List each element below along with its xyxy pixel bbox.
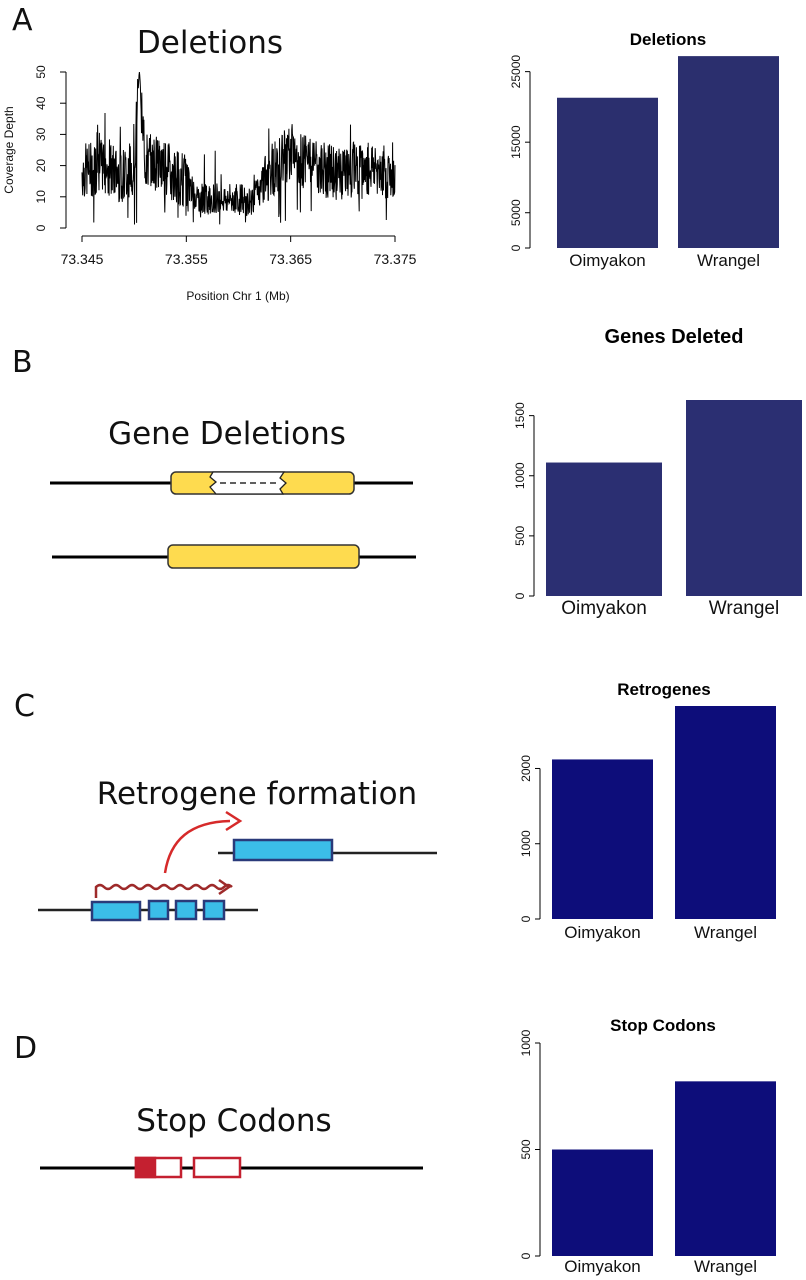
bar-category-label: Oimyakon: [569, 251, 646, 270]
coverage-ytick-label: 10: [34, 190, 48, 204]
coverage-ytick-label: 40: [34, 96, 48, 110]
transcript-arrowhead: [218, 878, 232, 896]
exon-4: [202, 899, 226, 921]
bar-category-label: Wrangel: [694, 923, 757, 942]
bar-ytick-label: 1000: [519, 830, 533, 857]
downstream-exon: [192, 1156, 242, 1179]
exon-3: [174, 899, 198, 921]
bar-wrangel: [686, 400, 802, 596]
coverage-xtick-label: 73.355: [165, 251, 208, 267]
bar-category-label: Oimyakon: [564, 923, 641, 942]
bar-chart-title: Stop Codons: [610, 1016, 716, 1035]
retrogene-box: [232, 838, 334, 862]
coverage-xtick-label: 73.345: [61, 251, 104, 267]
panel-b-title: Gene Deletions: [108, 416, 346, 452]
bar-oimyakon: [552, 759, 653, 919]
bar-ytick-label: 1000: [513, 462, 527, 489]
bar-ytick-label: 0: [513, 592, 527, 599]
coverage-line-chart: Deletions 0 10 20 30 40 50 73.345 73.355 73.365 7…: [2, 25, 417, 303]
deletions-bar-chart: Deletions 0 5000 15000 25000 Oimyakon Wrangel: [509, 30, 779, 270]
stop-codons-bar-chart: Stop Codons 0 500 1000 Oimyakon Wrangel: [519, 1016, 776, 1276]
panel-c-title: Retrogene formation: [97, 776, 417, 812]
transposition-arrowhead: [225, 810, 243, 832]
panel-letter-b: B: [12, 345, 33, 380]
stop-codon-marker: [134, 1156, 157, 1179]
intact-gene-box: [167, 544, 360, 569]
bar-oimyakon: [552, 1149, 653, 1256]
bar-category-label: Wrangel: [694, 1257, 757, 1276]
bar-category-label: Wrangel: [697, 251, 760, 270]
bar-ytick-label: 0: [519, 915, 533, 922]
bar-ytick-label: 2000: [519, 755, 533, 782]
bar-ytick-label: 5000: [509, 199, 523, 226]
deleted-region: [209, 471, 287, 495]
bar-wrangel: [675, 1081, 776, 1256]
bar-ytick-label: 1500: [513, 402, 527, 429]
genes-deleted-bar-chart: Genes Deleted 0 500 1000 1500 Oimyakon Wrangel: [513, 326, 802, 619]
retrogenes-bar-chart: Retrogenes 0 1000 2000 Oimyakon Wrangel: [519, 680, 776, 942]
coverage-xlabel: Position Chr 1 (Mb): [186, 289, 289, 303]
gene-deletion-diagram: Gene Deletions: [50, 416, 416, 569]
bar-ytick-label: 1000: [519, 1029, 533, 1056]
bar-wrangel: [675, 706, 776, 919]
bar-chart-title: Deletions: [630, 30, 707, 49]
bar-chart-title: Genes Deleted: [605, 326, 744, 348]
bar-category-label: Oimyakon: [561, 598, 647, 619]
coverage-ytick-label: 0: [34, 224, 48, 231]
bar-oimyakon: [546, 462, 662, 596]
bar-ytick-label: 25000: [509, 55, 523, 89]
coverage-ytick-label: 50: [34, 65, 48, 79]
retrogene-diagram: Retrogene formation: [38, 776, 437, 922]
coverage-ytick-label: 30: [34, 127, 48, 141]
exon-1: [90, 900, 142, 922]
panel-letter-a: A: [12, 3, 33, 38]
coverage-ytick-label: 20: [34, 159, 48, 173]
bar-ytick-label: 500: [519, 1139, 533, 1159]
panel-letter-c: C: [14, 689, 35, 724]
bar-category-label: Wrangel: [709, 598, 779, 619]
bar-oimyakon: [557, 97, 658, 248]
transcript-wave: [94, 883, 233, 898]
exon-2: [147, 899, 170, 921]
stop-codon-diagram: Stop Codons: [40, 1103, 423, 1179]
panel-d-title: Stop Codons: [136, 1103, 331, 1139]
coverage-xtick-label: 73.375: [374, 251, 417, 267]
bar-ytick-label: 0: [519, 1252, 533, 1259]
coverage-ylabel: Coverage Depth: [2, 106, 16, 193]
bar-ytick-label: 15000: [509, 125, 523, 159]
panel-a-title: Deletions: [137, 25, 283, 61]
bar-category-label: Oimyakon: [564, 1257, 641, 1276]
coverage-axes: 0 10 20 30 40 50 73.345 73.355 73.365 73.375: [34, 65, 417, 267]
transposition-arrow: [163, 819, 231, 874]
panel-letter-d: D: [14, 1031, 37, 1066]
bar-ytick-label: 0: [509, 244, 523, 251]
bar-ytick-label: 500: [513, 526, 527, 546]
bar-wrangel: [678, 56, 779, 248]
coverage-xtick-label: 73.365: [269, 251, 312, 267]
bar-chart-title: Retrogenes: [617, 680, 711, 699]
coverage-series-line: [81, 71, 396, 225]
